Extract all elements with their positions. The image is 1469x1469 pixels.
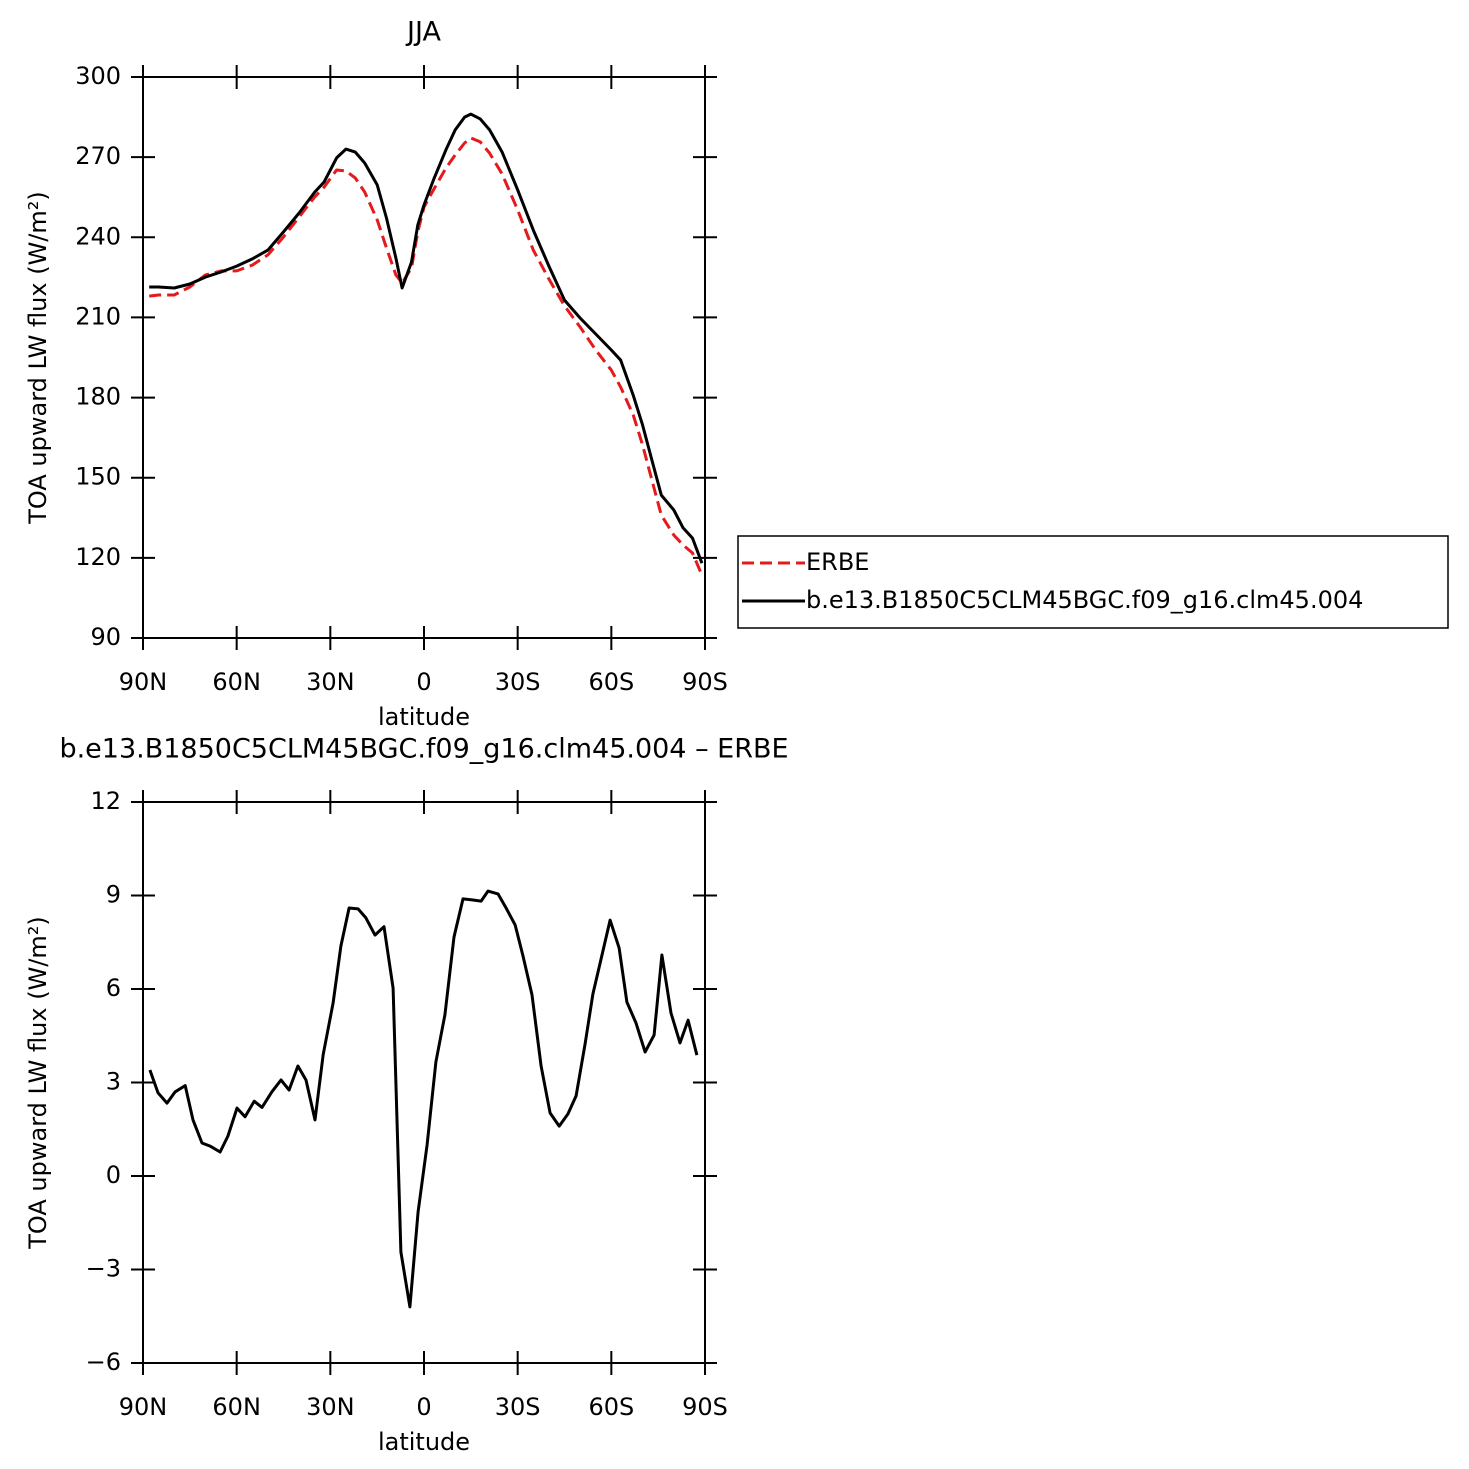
data-line: [149, 136, 704, 576]
x-tick-label: 60N: [212, 668, 261, 696]
y-tick-label: 150: [75, 463, 121, 491]
legend-label: ERBE: [806, 548, 869, 576]
x-tick-label: 0: [416, 668, 431, 696]
x-tick-label: 90S: [682, 668, 728, 696]
y-tick-label: 9: [106, 881, 121, 909]
chart-title: JJA: [405, 17, 441, 48]
x-tick-label: 0: [416, 1393, 431, 1421]
x-tick-label: 30N: [306, 1393, 355, 1421]
y-tick-label: 12: [90, 787, 121, 815]
data-line: [149, 112, 704, 564]
y-tick-label: −6: [86, 1348, 121, 1376]
y-tick-label: −3: [86, 1255, 121, 1283]
x-tick-label: 60S: [588, 1393, 634, 1421]
legend-box: [737, 535, 1449, 629]
x-tick-label: 90S: [682, 1393, 728, 1421]
y-axis-label: TOA upward LW flux (W/m²): [24, 916, 52, 1250]
x-axis-label: latitude: [378, 1428, 470, 1456]
y-tick-label: 0: [106, 1161, 121, 1189]
x-tick-label: 30S: [495, 1393, 541, 1421]
x-tick-label: 30N: [306, 668, 355, 696]
plot-frame: [142, 801, 706, 1364]
y-tick-label: 300: [75, 62, 121, 90]
data-line: [148, 889, 699, 1309]
chart-title: b.e13.B1850C5CLM45BGC.f09_g16.clm45.004 …: [59, 734, 788, 765]
x-tick-label: 60S: [588, 668, 634, 696]
y-tick-label: 3: [106, 1068, 121, 1096]
x-tick-label: 90N: [119, 668, 168, 696]
x-tick-label: 60N: [212, 1393, 261, 1421]
plot-frame: [142, 76, 706, 639]
y-tick-label: 120: [75, 543, 121, 571]
x-axis-label: latitude: [378, 703, 470, 731]
y-tick-label: 270: [75, 142, 121, 170]
y-tick-label: 210: [75, 302, 121, 330]
y-tick-label: 240: [75, 222, 121, 250]
y-tick-label: 90: [90, 623, 121, 651]
x-tick-label: 30S: [495, 668, 541, 696]
legend-label: b.e13.B1850C5CLM45BGC.f09_g16.clm45.004: [806, 586, 1363, 614]
y-tick-label: 180: [75, 383, 121, 411]
y-axis-label: TOA upward LW flux (W/m²): [24, 191, 52, 525]
x-tick-label: 90N: [119, 1393, 168, 1421]
y-tick-label: 6: [106, 974, 121, 1002]
